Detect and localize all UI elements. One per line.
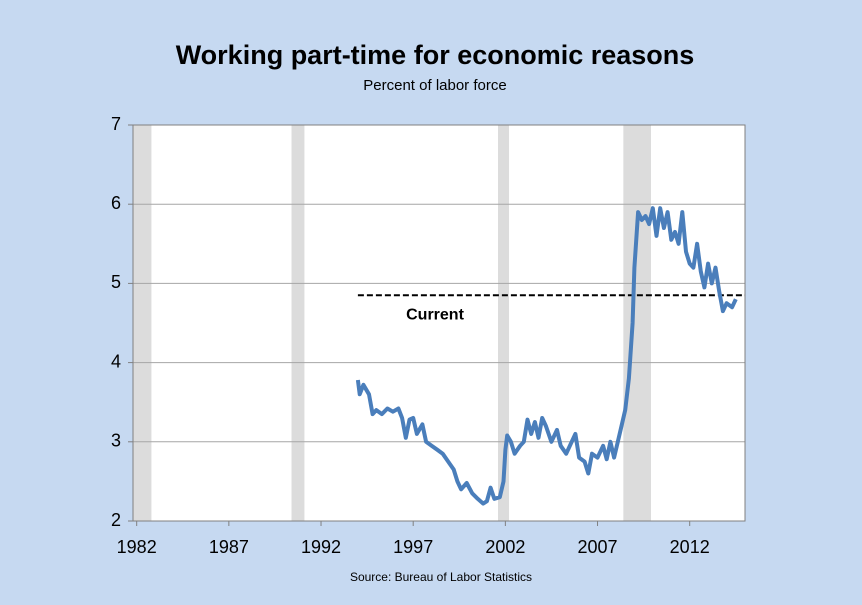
y-tick-label: 5 [111,272,121,292]
recession-band [623,125,651,521]
x-tick-label: 2002 [485,537,525,557]
x-tick-label: 2012 [670,537,710,557]
x-tick-label: 1992 [301,537,341,557]
reference-label: Current [406,306,464,323]
y-tick-label: 3 [111,431,121,451]
x-tick-label: 1982 [117,537,157,557]
chart-subtitle: Percent of labor force [363,77,506,94]
recession-band [497,125,510,521]
x-tick-label: 1987 [209,537,249,557]
x-tick-label: 2007 [578,537,618,557]
y-tick-label: 6 [111,193,121,213]
y-tick-label: 2 [111,510,121,530]
source: Source: Bureau of Labor Statistics [350,570,532,584]
plot-border [132,124,746,522]
y-tick-label: 7 [111,114,121,134]
y-tick-label: 4 [111,351,121,371]
recession-band [291,125,305,521]
recession-band [133,125,152,521]
x-tick-label: 1997 [393,537,433,557]
data-line [355,206,738,506]
chart-title: Working part-time for economic reasons [176,40,695,70]
